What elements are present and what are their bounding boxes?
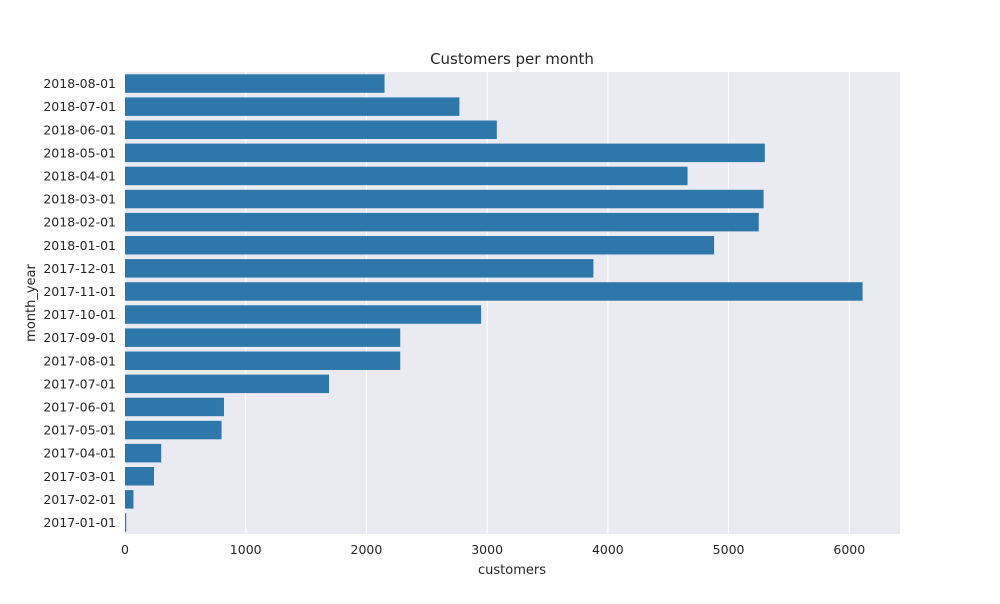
bar — [125, 305, 482, 324]
bar — [125, 236, 715, 255]
y-tick-label: 2017-03-01 — [43, 469, 116, 484]
x-tick-label: 4000 — [592, 542, 624, 557]
y-tick-label: 2017-05-01 — [43, 423, 116, 438]
x-tick-label: 1000 — [230, 542, 262, 557]
bar — [125, 490, 134, 509]
bar — [125, 420, 222, 440]
y-tick-label: 2018-01-01 — [43, 238, 116, 253]
y-tick-label: 2018-02-01 — [43, 215, 116, 230]
y-tick-label: 2018-08-01 — [43, 76, 116, 91]
y-tick-label: 2017-11-01 — [43, 284, 116, 299]
y-tick-label: 2017-01-01 — [43, 515, 116, 530]
bar — [125, 397, 224, 417]
x-tick-label: 3000 — [471, 542, 503, 557]
bar — [125, 328, 401, 347]
y-tick-label: 2018-06-01 — [43, 122, 116, 137]
bar — [125, 443, 162, 463]
bar — [125, 513, 127, 532]
y-tick-label: 2017-04-01 — [43, 446, 116, 461]
bar — [125, 467, 154, 486]
bar — [125, 74, 385, 93]
y-tick-labels: 2018-08-01 2018-07-01 2018-06-01 2018-05-01… — [43, 76, 116, 530]
bar — [125, 166, 688, 186]
x-tick-label: 6000 — [833, 542, 865, 557]
y-tick-label: 2018-05-01 — [43, 145, 116, 160]
bar — [125, 259, 594, 278]
bar — [125, 143, 765, 163]
y-tick-label: 2017-02-01 — [43, 492, 116, 507]
y-tick-label: 2017-09-01 — [43, 330, 116, 345]
plot-background — [125, 72, 900, 534]
x-tick-label: 5000 — [713, 542, 745, 557]
bar — [125, 189, 764, 209]
y-tick-label: 2018-07-01 — [43, 99, 116, 114]
y-tick-label: 2018-03-01 — [43, 192, 116, 207]
bar — [125, 282, 863, 301]
y-tick-label: 2017-07-01 — [43, 376, 116, 391]
y-tick-label: 2017-12-01 — [43, 261, 116, 276]
x-tick-label: 0 — [121, 542, 129, 557]
bar — [125, 120, 497, 139]
y-tick-label: 2017-06-01 — [43, 399, 116, 414]
bar — [125, 97, 460, 116]
chart-title: Customers per month — [430, 50, 594, 68]
y-tick-label: 2018-04-01 — [43, 168, 116, 183]
x-tick-labels: 0 1000 2000 3000 4000 5000 6000 — [121, 542, 865, 557]
y-axis-label: month_year — [24, 264, 39, 342]
bar — [125, 212, 759, 232]
bars — [125, 74, 863, 532]
bar — [125, 351, 401, 370]
x-axis-label: customers — [478, 563, 546, 578]
bar — [125, 374, 330, 394]
y-tick-label: 2017-08-01 — [43, 353, 116, 368]
y-tick-label: 2017-10-01 — [43, 307, 116, 322]
x-tick-label: 2000 — [351, 542, 383, 557]
